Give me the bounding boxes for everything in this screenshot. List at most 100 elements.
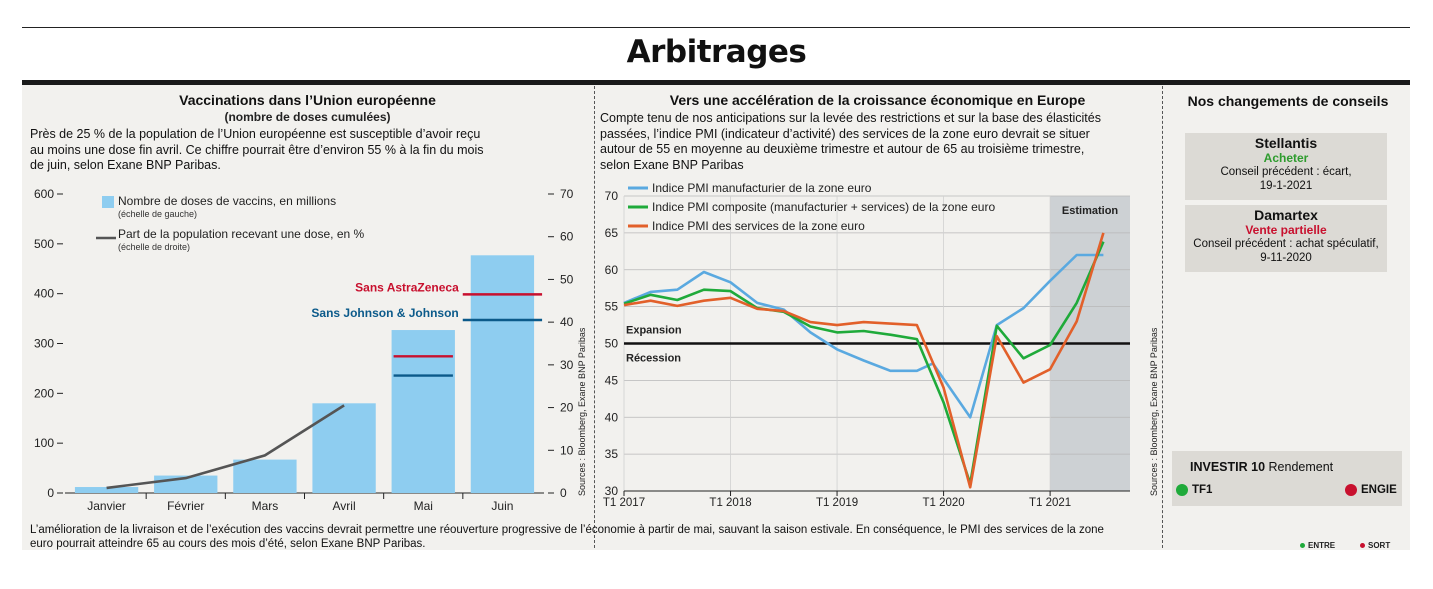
- y2-tick-label: 20: [560, 401, 574, 415]
- red-dot-icon: [1345, 484, 1357, 496]
- estimation-label: Estimation: [1062, 205, 1119, 217]
- middle-text-line: selon Exane BNP Paribas: [600, 157, 744, 172]
- expansion-label: Expansion: [626, 325, 682, 337]
- y-tick-label: 35: [605, 447, 619, 461]
- pmi-chart: Estimation 30 35 40 45 50 55 60 65 70 T1 2017 T1 20…: [603, 181, 1159, 509]
- y-tick-label: 70: [605, 189, 619, 203]
- enter-item-label: TF1: [1192, 484, 1213, 497]
- left-panel-subtitle: (nombre de doses cumulées): [224, 110, 391, 124]
- x-tick-label: Avril: [333, 499, 356, 513]
- y-tick-label: 400: [34, 287, 54, 301]
- y2-tick-label: 60: [560, 230, 574, 244]
- green-dot-icon: [1300, 543, 1305, 549]
- investir10-box: INVESTIR 10 Rendement TF1 ENGIE: [1172, 451, 1402, 506]
- y-tick-label: 50: [605, 337, 619, 351]
- top-rule: [22, 27, 1410, 28]
- investir10-label: Rendement: [1268, 460, 1334, 474]
- series-line: [623, 253, 1104, 419]
- investir10-brand: INVESTIR 10: [1190, 460, 1266, 474]
- green-dot-icon: [1176, 484, 1188, 496]
- card-company-name: Damartex: [1254, 207, 1318, 223]
- left-text-line: au moins une dose fin avril. Ce chiffre …: [30, 142, 484, 157]
- card-action: Acheter: [1263, 151, 1309, 165]
- source-label: Sources : Bloomberg, Exane BNP Paribas: [1149, 327, 1159, 496]
- y-tick-label: 60: [605, 263, 619, 277]
- x-tick-label: Février: [167, 499, 204, 513]
- series-line: [623, 241, 1105, 485]
- investir10-enter-item: TF1: [1176, 484, 1212, 496]
- x-tick-label: T1 2021: [1029, 497, 1071, 509]
- legend-line-note: (échelle de droite): [118, 242, 190, 252]
- y2-tick-label: 0: [560, 486, 567, 500]
- title-rule: [22, 80, 1410, 85]
- card-previous-date: 9-11-2020: [1260, 252, 1312, 264]
- left-text-line: de juin, selon Exane BNP Paribas.: [30, 158, 221, 172]
- bar: [470, 255, 535, 493]
- card-previous-advice: Conseil précédent : achat spéculatif,: [1193, 238, 1379, 250]
- bar: [312, 403, 376, 493]
- left-text-line: Près de 25 % de la population de l’Union…: [30, 127, 481, 141]
- y-tick-label: 0: [47, 486, 54, 500]
- investir10-header: INVESTIR 10 Rendement: [1190, 460, 1333, 474]
- left-panel-text: Près de 25 % de la population de l’Union…: [30, 127, 595, 174]
- left-panel-title: Vaccinations dans l’Union européenne: [179, 92, 436, 108]
- legend-bar-swatch: [102, 196, 114, 208]
- legend-label: Indice PMI manufacturier de la zone euro: [652, 181, 872, 195]
- y-tick-label: 55: [605, 300, 619, 314]
- x-tick-label: T1 2020: [922, 497, 964, 509]
- bar: [391, 330, 455, 493]
- y2-tick-label: 50: [560, 272, 574, 286]
- middle-panel-text: Compte tenu de nos anticipations sur la …: [600, 111, 1160, 173]
- legend-line-label: Part de la population recevant une dose,…: [118, 227, 365, 241]
- card-company-name: Stellantis: [1254, 135, 1318, 151]
- legend-bar-note: (échelle de gauche): [118, 209, 197, 219]
- x-tick-label: Mars: [252, 499, 279, 513]
- exit-legend: SORT: [1360, 541, 1390, 550]
- bar: [233, 459, 297, 493]
- middle-text-line: Compte tenu de nos anticipations sur la …: [600, 111, 1101, 125]
- x-tick-label: Janvier: [87, 499, 126, 513]
- right-panel-title: Nos changements de conseils: [1187, 93, 1389, 109]
- enter-legend-label: ENTRE: [1308, 541, 1336, 550]
- enter-legend: ENTRE: [1300, 541, 1335, 550]
- card-previous-advice: Conseil précédent : écart,: [1220, 166, 1352, 178]
- advice-card-stellantis: Stellantis Acheter Conseil précédent : é…: [1185, 133, 1387, 200]
- middle-panel-title: Vers une accélération de la croissance é…: [669, 92, 1086, 108]
- bar: [74, 487, 139, 493]
- y-tick-label: 200: [34, 386, 54, 400]
- y-tick-label: 40: [605, 410, 619, 424]
- caption-line: euro pourrait atteindre 65 au cours des …: [30, 538, 426, 550]
- x-tick-label: Juin: [491, 499, 513, 513]
- annotation-label: Sans AstraZeneca: [355, 280, 459, 294]
- y-tick-label: 45: [605, 373, 619, 387]
- middle-text-line: passées, l’indice PMI (indicateur d’acti…: [600, 126, 1090, 141]
- red-dot-icon: [1360, 543, 1365, 549]
- legend-label: Indice PMI des services de la zone euro: [652, 219, 865, 233]
- y2-tick-label: 30: [560, 358, 574, 372]
- advice-card-damartex: Damartex Vente partielle Conseil précéde…: [1185, 205, 1387, 272]
- caption: L’amélioration de la livraison et de l’e…: [30, 523, 1155, 551]
- card-action: Vente partielle: [1245, 223, 1327, 237]
- y-tick-label: 100: [34, 436, 54, 450]
- caption-line: L’amélioration de la livraison et de l’e…: [30, 524, 1104, 536]
- x-tick-label: T1 2017: [603, 497, 645, 509]
- x-tick-label: T1 2019: [816, 497, 858, 509]
- x-tick-label: T1 2018: [709, 497, 751, 509]
- y-tick-label: 300: [34, 337, 54, 351]
- exit-legend-label: SORT: [1368, 541, 1391, 550]
- y-tick-label: 600: [34, 187, 54, 201]
- page-title: Arbitrages: [626, 34, 807, 70]
- y-tick-label: 500: [34, 237, 54, 251]
- share-line: [106, 404, 345, 490]
- series-line: [623, 232, 1105, 489]
- vaccination-chart: 0 100 200 300 400 500 600 0 10 20 30 40 50 60 70 Janvie…: [34, 187, 587, 513]
- annotation-label: Sans Johnson & Johnson: [311, 306, 458, 320]
- y2-tick-label: 70: [560, 187, 574, 201]
- source-label: Sources : Bloomberg, Exane BNP Paribas: [577, 327, 587, 496]
- separator-left: [594, 86, 595, 548]
- y2-tick-label: 10: [560, 443, 574, 457]
- y-tick-label: 30: [605, 484, 619, 498]
- x-tick-label: Mai: [414, 499, 433, 513]
- y-tick-label: 65: [605, 226, 619, 240]
